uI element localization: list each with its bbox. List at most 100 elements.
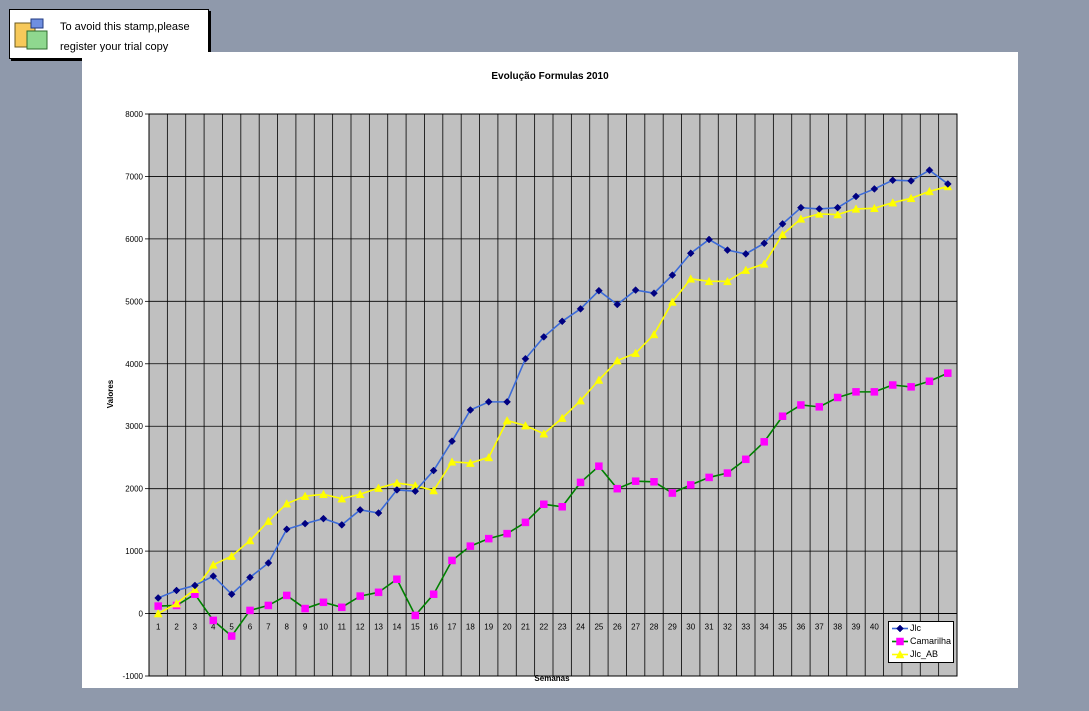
x-tick-label: 38: [833, 623, 842, 632]
legend-label-camarilha: Camarilha: [910, 636, 952, 646]
x-tick-label: 34: [760, 623, 769, 632]
legend-label-jlc: Jlc: [910, 623, 921, 633]
data-point-jlc-ab: [300, 491, 310, 500]
data-point-jlc-ab: [576, 396, 585, 405]
y-tick-label: 6000: [125, 235, 143, 244]
legend-item-jlc: Jlc: [889, 622, 953, 635]
x-tick-label: 12: [356, 623, 365, 632]
y-tick-label: 2000: [125, 485, 143, 494]
x-tick-label: 20: [503, 623, 512, 632]
data-point-jlc: [797, 203, 805, 212]
data-point-jlc-ab: [741, 265, 751, 274]
data-point-camarilha: [374, 588, 383, 597]
data-point-jlc: [943, 180, 952, 188]
x-tick-label: 13: [374, 623, 383, 632]
x-tick-label: 33: [741, 623, 750, 632]
data-point-camarilha: [595, 462, 603, 470]
data-point-camarilha: [227, 632, 236, 640]
data-point-jlc-ab: [796, 214, 806, 223]
data-point-jlc: [521, 354, 530, 363]
data-point-jlc: [778, 220, 787, 228]
data-point-jlc-ab: [521, 421, 530, 430]
data-point-jlc: [723, 246, 732, 254]
x-tick-label: 24: [576, 623, 585, 632]
data-point-camarilha: [576, 478, 585, 487]
x-tick-label: 18: [466, 623, 475, 632]
y-tick-label: 7000: [125, 172, 143, 181]
y-tick-label: 4000: [125, 360, 143, 369]
x-tick-label: 11: [338, 623, 347, 632]
data-point-jlc-ab: [208, 560, 218, 569]
data-point-camarilha: [540, 500, 548, 509]
data-point-jlc: [631, 286, 640, 294]
data-point-camarilha: [301, 604, 309, 613]
x-axis-label: Semanas: [534, 674, 570, 683]
data-point-jlc: [356, 506, 365, 514]
y-axis-label: Valores: [106, 379, 115, 408]
x-tick-label: 2: [174, 623, 179, 632]
data-point-jlc-ab: [153, 609, 163, 618]
x-tick-label: 16: [429, 623, 438, 632]
legend-marker: [896, 624, 904, 633]
data-point-jlc: [264, 559, 273, 567]
x-tick-label: 25: [594, 623, 603, 632]
trial-stamp: To avoid this stamp,please register your…: [9, 9, 209, 59]
data-point-jlc-ab: [263, 516, 273, 525]
data-point-jlc-ab: [447, 457, 457, 466]
data-point-camarilha: [209, 616, 218, 625]
plot-border: [148, 113, 958, 677]
data-point-jlc-ab: [906, 193, 916, 203]
data-point-camarilha: [742, 455, 750, 464]
data-point-jlc: [191, 581, 199, 590]
data-point-camarilha: [393, 575, 401, 583]
data-point-camarilha: [705, 473, 713, 482]
x-tick-label: 6: [248, 623, 253, 632]
x-tick-label: 29: [668, 623, 677, 632]
data-point-jlc-ab: [557, 413, 567, 422]
data-point-jlc: [448, 437, 456, 446]
y-tick-label: 3000: [125, 422, 143, 431]
data-point-camarilha: [338, 603, 346, 612]
data-point-jlc: [668, 271, 677, 279]
x-tick-label: 32: [723, 623, 732, 632]
data-point-jlc: [686, 249, 695, 258]
data-point-camarilha: [888, 381, 897, 389]
x-tick-label: 1: [156, 623, 161, 632]
data-point-camarilha: [613, 484, 622, 493]
x-tick-label: 10: [319, 623, 328, 632]
x-tick-label: 36: [796, 623, 805, 632]
data-point-jlc: [833, 203, 842, 212]
data-point-camarilha: [484, 534, 493, 543]
legend-item-jlc-ab: Jlc_AB: [889, 648, 953, 661]
legend-swatch-jlc-ab: [892, 649, 908, 659]
x-tick-label: 30: [686, 623, 695, 632]
chart-legend: Jlc Camarilha Jlc_AB: [888, 621, 954, 663]
data-point-camarilha: [319, 598, 328, 607]
data-point-camarilha: [503, 529, 511, 538]
data-point-jlc: [576, 304, 585, 313]
stamp-text-line1: To avoid this stamp,please: [60, 21, 190, 33]
data-point-jlc: [393, 486, 401, 494]
x-tick-label: 22: [539, 623, 548, 632]
data-point-jlc: [907, 176, 915, 185]
data-point-jlc-ab: [704, 276, 714, 286]
data-point-camarilha: [852, 388, 860, 396]
data-point-camarilha: [944, 369, 952, 377]
data-point-jlc: [466, 406, 475, 414]
data-point-jlc-ab: [594, 375, 604, 384]
data-point-jlc-ab: [172, 599, 181, 608]
legend-swatch-camarilha: [892, 637, 908, 646]
data-point-jlc-ab: [484, 452, 494, 462]
data-point-jlc: [888, 176, 897, 185]
data-point-jlc-ab: [925, 186, 934, 196]
data-point-jlc-ab: [759, 259, 769, 268]
x-tick-label: 21: [521, 623, 530, 632]
x-tick-label: 14: [392, 623, 401, 632]
data-point-jlc-ab: [227, 551, 237, 560]
data-point-jlc: [503, 398, 511, 406]
data-point-jlc-ab: [502, 416, 512, 425]
legend-swatch-jlc: [892, 624, 908, 633]
data-point-jlc: [925, 166, 934, 175]
data-point-jlc: [650, 289, 658, 298]
data-point-jlc: [539, 333, 548, 341]
